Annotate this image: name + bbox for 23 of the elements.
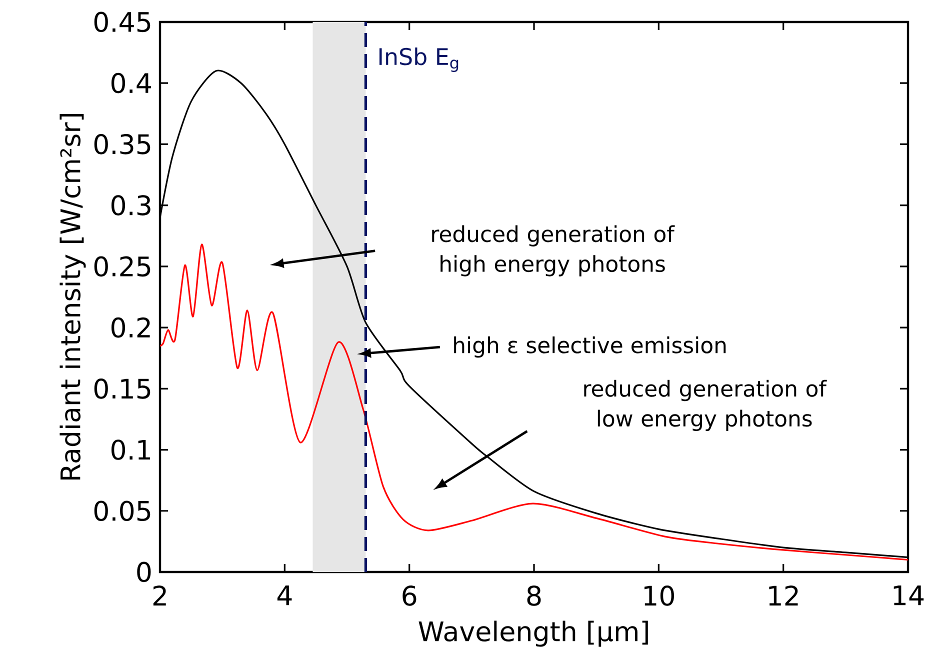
- x-tick-label: 14: [894, 586, 924, 606]
- x-tick-label: 12: [769, 586, 798, 606]
- annotation: high ε selective emission: [454, 336, 726, 358]
- y-tick-label: 0.15: [94, 378, 150, 399]
- x-tick-label: 4: [277, 586, 292, 606]
- x-axis-title: Wavelength [µm]: [418, 620, 648, 647]
- x-tick-label: 6: [402, 586, 416, 606]
- annotation: reduced generation of high energy photons: [432, 225, 675, 276]
- y-tick-label: 0.3: [111, 195, 150, 216]
- y-axis-title: Radiant intensity [W/cm²sr]: [60, 114, 86, 480]
- y-tick-label: 0.05: [94, 500, 150, 522]
- y-tick-label: 0.45: [94, 12, 150, 32]
- y-tick-label: 0.4: [111, 72, 151, 94]
- y-tick-label: 0.1: [111, 440, 150, 460]
- y-tick-label: 0: [137, 562, 151, 582]
- ref-line-label: InSb E$_{g}$: [379, 47, 458, 72]
- y-tick-label: 0.35: [94, 134, 150, 154]
- y-tick-label: 0.25: [94, 256, 150, 277]
- x-tick-label: 2: [153, 586, 166, 606]
- x-tick-label: 10: [644, 586, 674, 606]
- x-tick-label: 8: [527, 586, 541, 606]
- y-tick-label: 0.2: [111, 317, 150, 338]
- annotation: reduced generation of low energy photons: [584, 380, 827, 431]
